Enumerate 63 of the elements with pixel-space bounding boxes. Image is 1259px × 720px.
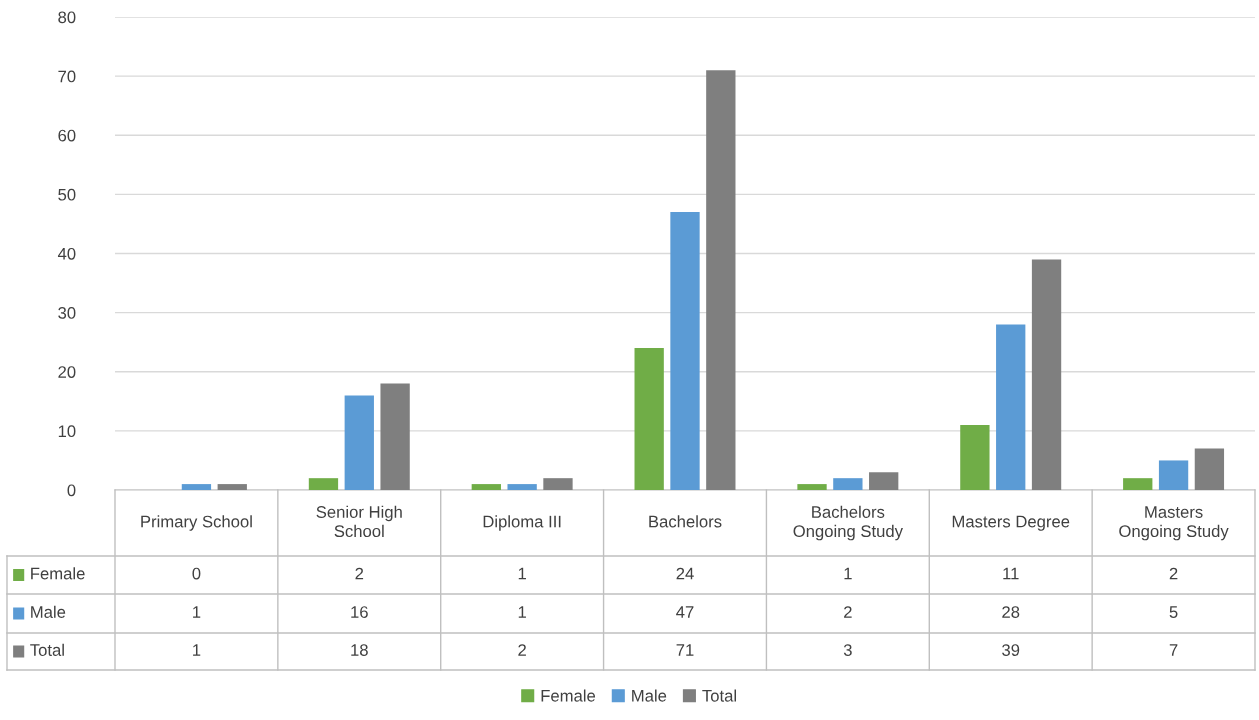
y-tick-label: 70	[58, 70, 76, 83]
data-label: 1	[518, 606, 526, 618]
data-label: 1	[844, 567, 852, 580]
bar	[1158, 460, 1189, 490]
bar	[960, 424, 990, 490]
text: Total	[30, 643, 64, 656]
data-label: 16	[351, 606, 368, 618]
text: Female	[31, 567, 85, 580]
data-label: 71	[676, 644, 694, 656]
data-label: 47	[676, 606, 694, 618]
y-tick-label: 0	[67, 484, 76, 497]
data-label: 18	[351, 644, 368, 656]
data-label: 2	[1169, 567, 1178, 580]
data-label: 1	[193, 606, 201, 618]
data-label: 0	[192, 567, 201, 580]
bar	[1123, 478, 1153, 490]
x-tick-label: Masters Ongoing Study	[1119, 506, 1229, 541]
data-label: 5	[1169, 606, 1178, 618]
legend-label: Male	[31, 605, 66, 618]
data-label: 1	[518, 567, 526, 580]
legend-label: Female	[541, 689, 596, 702]
data-label: 39	[1002, 644, 1020, 656]
y-tick-label: 40	[57, 247, 76, 260]
bar	[1031, 259, 1062, 490]
x-tick-label: Bachelors Ongoing Study	[793, 505, 903, 541]
bar	[181, 484, 212, 490]
data-label: 11	[1003, 567, 1019, 580]
bar	[1194, 448, 1225, 490]
bar	[670, 212, 700, 490]
x-tick-label: Senior High School	[316, 505, 402, 538]
y-tick-label: 60	[58, 129, 76, 142]
bar	[471, 484, 501, 490]
bar	[507, 484, 537, 490]
data-label: 28	[1002, 606, 1020, 618]
bar	[996, 324, 1026, 490]
bar	[217, 484, 247, 490]
x-tick-label: Bachelors	[649, 515, 722, 528]
data-label: 24	[676, 567, 694, 580]
text: Male	[632, 689, 667, 702]
data-label: 7	[1169, 644, 1178, 656]
y-tick-label: 80	[58, 11, 76, 24]
bar	[308, 478, 339, 490]
bar	[833, 478, 863, 490]
x-tick-label: Primary School	[141, 515, 252, 531]
bar	[344, 395, 374, 490]
bar	[797, 484, 827, 490]
data-label: 1	[193, 644, 201, 656]
bar	[706, 70, 736, 490]
data-label: 2	[844, 606, 852, 618]
y-tick-label: 50	[58, 188, 76, 201]
bar	[543, 478, 573, 490]
bar	[869, 472, 899, 490]
y-tick-label: 30	[58, 307, 76, 319]
bar	[634, 348, 664, 490]
legend-label: Total	[702, 689, 736, 702]
bar	[380, 383, 410, 490]
x-tick-label: Diploma III	[483, 515, 561, 531]
data-label: 3	[843, 644, 852, 656]
data-label: 2	[355, 567, 364, 580]
x-tick-label: Masters Degree	[952, 515, 1070, 531]
y-tick-label: 10	[58, 425, 76, 438]
data-label: 2	[518, 644, 526, 656]
y-tick-label: 20	[58, 366, 76, 378]
